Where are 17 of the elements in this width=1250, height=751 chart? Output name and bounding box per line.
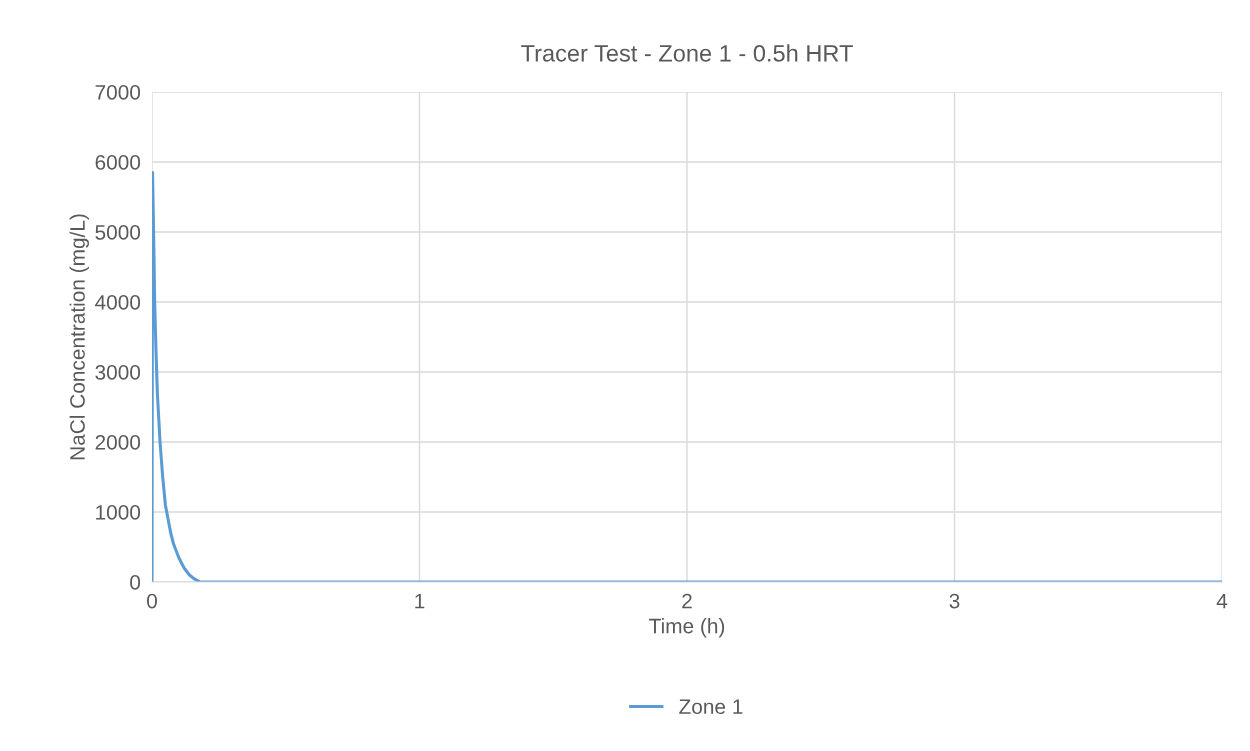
y-tick-label: 0: [130, 575, 141, 590]
y-tick-label: 5000: [95, 225, 141, 240]
y-axis-title: NaCl Concentration (mg/L): [69, 214, 89, 460]
y-tick-label: 1000: [96, 505, 141, 520]
x-tick-label: 0: [147, 593, 157, 609]
y-tick-label: 4000: [95, 295, 141, 310]
x-tick-label: 3: [949, 593, 960, 609]
x-axis-title: Time (h): [649, 618, 725, 638]
y-tick-label: 6000: [95, 155, 141, 170]
legend-label: Zone 1: [679, 699, 743, 715]
x-tick-label: 4: [1216, 593, 1228, 609]
x-tick-label: 1: [415, 593, 425, 609]
y-tick-label: 3000: [95, 365, 141, 380]
x-tick-label: 2: [682, 593, 692, 609]
chart-title: Tracer Test - Zone 1 - 0.5h HRT: [521, 44, 853, 62]
y-tick-label: 2000: [95, 435, 141, 450]
y-tick-label: 7000: [95, 85, 141, 100]
